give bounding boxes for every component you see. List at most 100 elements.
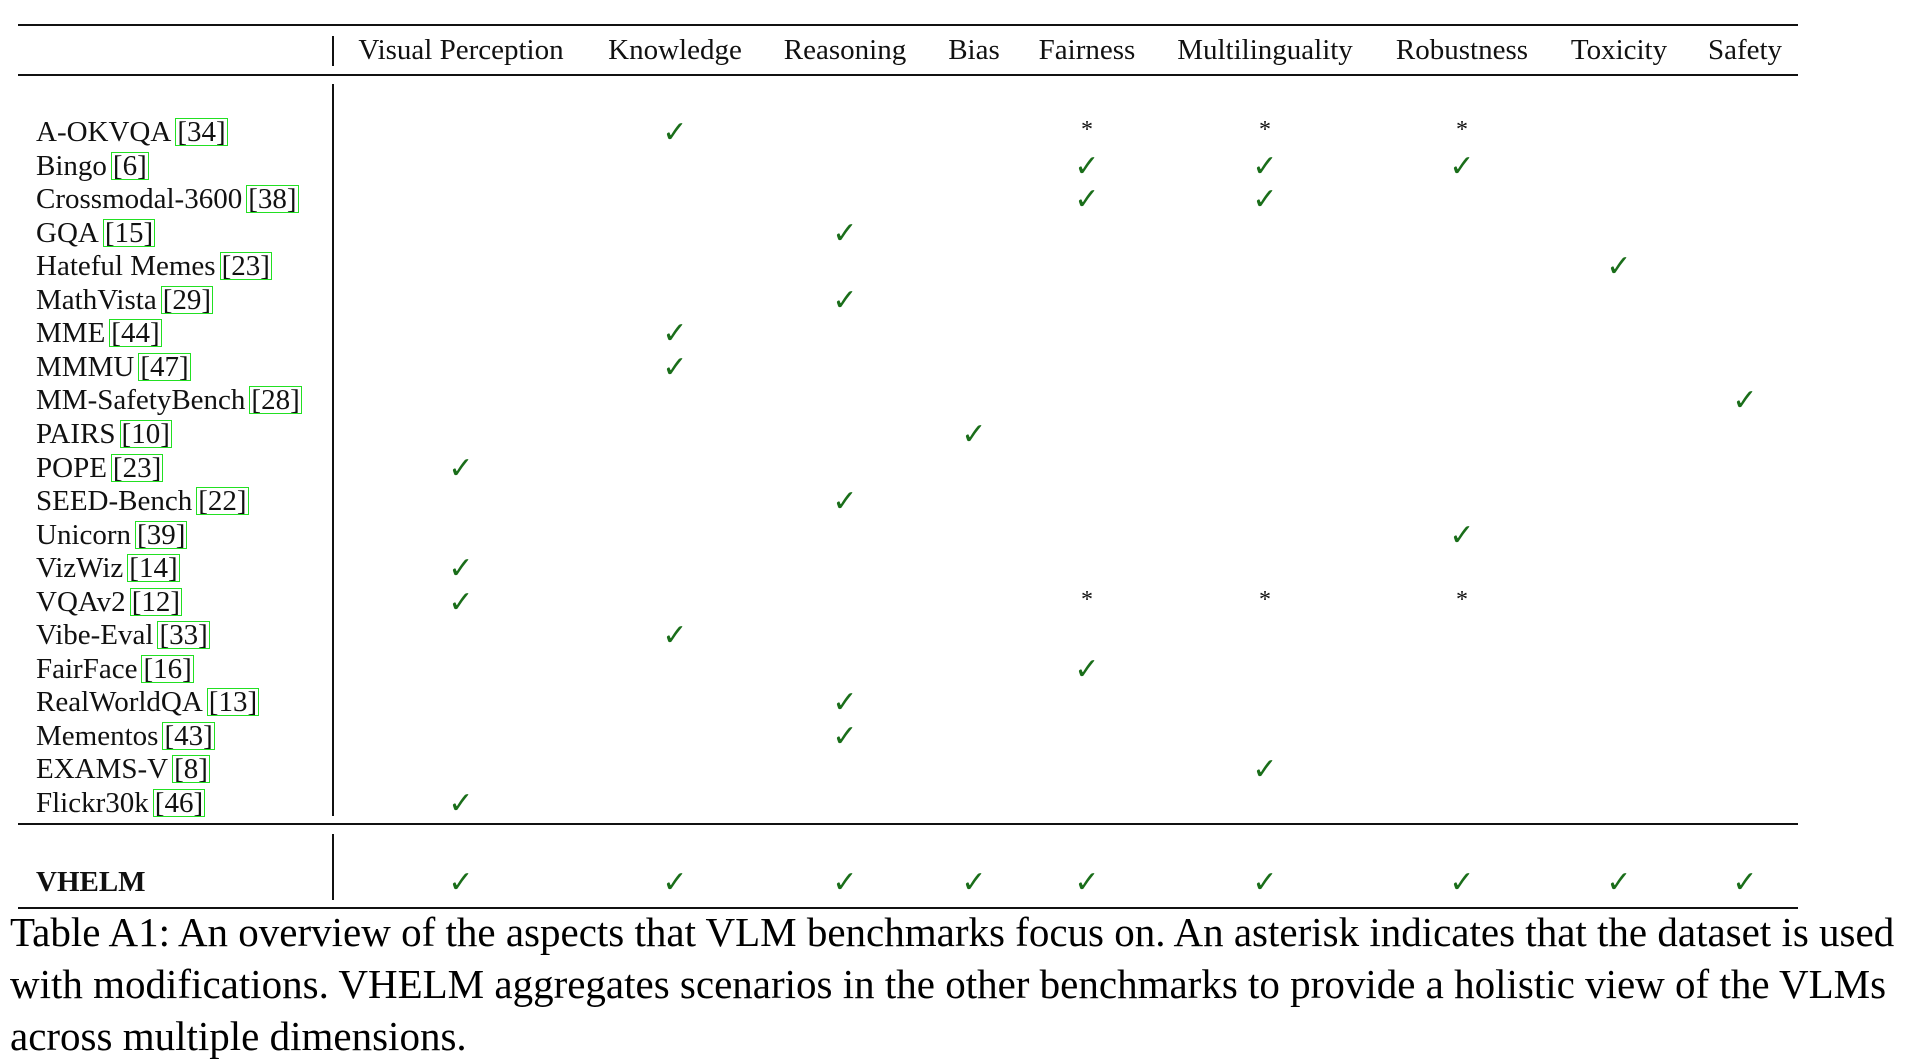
benchmark-name: RealWorldQA [13] [36, 686, 260, 719]
checkmark-icon: ✓ [832, 485, 858, 518]
citation-link[interactable]: [13] [206, 686, 260, 718]
benchmark-name: A-OKVQA [34] [36, 116, 228, 149]
benchmark-name: PAIRS [10] [36, 418, 172, 451]
benchmark-name: Unicorn [39] [36, 519, 188, 552]
benchmark-label: Vibe-Eval [36, 619, 154, 651]
column-separator-header [332, 36, 334, 66]
citation-link[interactable]: [39] [135, 519, 188, 551]
checkmark-icon: ✓ [448, 552, 474, 585]
checkmark-icon: ✓ [662, 116, 688, 149]
citation-link[interactable]: [8] [172, 753, 210, 785]
asterisk-icon: * [1259, 117, 1271, 143]
citation-link[interactable]: [29] [160, 284, 214, 316]
checkmark-icon: ✓ [662, 866, 688, 899]
table-summary-rule [18, 823, 1798, 825]
checkmark-icon: ✓ [1732, 384, 1758, 417]
table-row: Unicorn [39] ✓ [0, 519, 1925, 552]
table-row: MathVista [29] ✓ [0, 284, 1925, 317]
checkmark-icon: ✓ [1252, 753, 1278, 786]
benchmark-name: EXAMS-V [8] [36, 753, 210, 786]
citation-link[interactable]: [43] [162, 720, 215, 752]
checkmark-icon: ✓ [1252, 150, 1278, 183]
checkmark-icon: ✓ [1449, 519, 1475, 552]
checkmark-icon: ✓ [1252, 183, 1278, 216]
citation-link[interactable]: [33] [157, 619, 210, 651]
checkmark-icon: ✓ [1606, 866, 1632, 899]
table-row: Flickr30k [46] ✓ [0, 787, 1925, 820]
citation-link[interactable]: [22] [196, 485, 249, 517]
benchmark-label: VQAv2 [36, 586, 126, 618]
table-row: A-OKVQA [34] ✓ * * * [0, 116, 1925, 149]
citation-link[interactable]: [28] [249, 384, 302, 416]
citation-link[interactable]: [34] [175, 116, 228, 148]
benchmark-label: GQA [36, 217, 99, 249]
table-row: EXAMS-V [8] ✓ [0, 753, 1925, 786]
citation-link[interactable]: [15] [102, 217, 156, 249]
citation-link[interactable]: [38] [246, 183, 299, 215]
checkmark-icon: ✓ [1074, 183, 1100, 216]
table-row: POPE [23] ✓ [0, 452, 1925, 485]
citation-link[interactable]: [23] [219, 250, 272, 282]
table-top-rule [18, 24, 1798, 26]
benchmark-label: Flickr30k [36, 787, 149, 819]
table-row: VQAv2 [12] ✓ * * * [0, 586, 1925, 619]
benchmark-label: VizWiz [36, 552, 124, 584]
column-header-safety: Safety [1707, 34, 1783, 66]
table-row: Crossmodal-3600 [38] ✓ ✓ [0, 183, 1925, 216]
checkmark-icon: ✓ [961, 418, 987, 451]
asterisk-icon: * [1259, 587, 1271, 613]
citation-link[interactable]: [23] [110, 452, 164, 484]
table-row: VizWiz [14] ✓ [0, 552, 1925, 585]
benchmark-name: GQA [15] [36, 217, 156, 250]
column-header-toxicity: Toxicity [1570, 34, 1668, 66]
benchmark-name: VizWiz [14] [36, 552, 180, 585]
citation-link[interactable]: [16] [141, 653, 194, 685]
citation-link[interactable]: [14] [127, 552, 180, 584]
benchmark-name: FairFace [16] [36, 653, 194, 686]
citation-link[interactable]: [6] [110, 150, 149, 182]
asterisk-icon: * [1081, 117, 1093, 143]
checkmark-icon: ✓ [448, 787, 474, 820]
benchmark-label: Crossmodal-3600 [36, 183, 243, 215]
checkmark-icon: ✓ [832, 720, 858, 753]
table-row: RealWorldQA [13] ✓ [0, 686, 1925, 719]
table-row: PAIRS [10] ✓ [0, 418, 1925, 451]
benchmark-name: MM-SafetyBench [28] [36, 384, 302, 417]
benchmark-name: Flickr30k [46] [36, 787, 206, 820]
checkmark-icon: ✓ [448, 586, 474, 619]
column-separator-body [332, 84, 334, 816]
table-bottom-rule [18, 907, 1798, 909]
table-row: GQA [15] ✓ [0, 217, 1925, 250]
benchmark-name: MathVista [29] [36, 284, 214, 317]
citation-link[interactable]: [10] [119, 418, 172, 450]
table-caption: Table A1: An overview of the aspects tha… [10, 909, 1895, 1059]
summary-row: VHELM ✓ ✓ ✓ ✓ ✓ ✓ ✓ ✓ ✓ [0, 866, 1925, 899]
column-header-robustness: Robustness [1395, 34, 1529, 66]
checkmark-icon: ✓ [1252, 866, 1278, 899]
benchmark-name: POPE [23] [36, 452, 164, 485]
column-header-reasoning: Reasoning [783, 34, 907, 66]
column-header-knowledge: Knowledge [608, 34, 742, 66]
checkmark-icon: ✓ [448, 866, 474, 899]
asterisk-icon: * [1081, 587, 1093, 613]
benchmark-label: A-OKVQA [36, 116, 172, 148]
checkmark-icon: ✓ [1606, 250, 1632, 283]
benchmark-name: Crossmodal-3600 [38] [36, 183, 299, 216]
citation-link[interactable]: [44] [109, 317, 162, 349]
checkmark-icon: ✓ [1732, 866, 1758, 899]
benchmark-name: SEED-Bench [22] [36, 485, 249, 518]
checkmark-icon: ✓ [662, 351, 688, 384]
benchmark-label: Mementos [36, 720, 159, 752]
checkmark-icon: ✓ [662, 317, 688, 350]
table-header-rule [18, 74, 1798, 76]
benchmark-label: Bingo [36, 150, 107, 182]
benchmark-label: MM-SafetyBench [36, 384, 246, 416]
citation-link[interactable]: [46] [152, 787, 206, 819]
citation-link[interactable]: [12] [129, 586, 183, 618]
checkmark-icon: ✓ [1074, 866, 1100, 899]
asterisk-icon: * [1456, 587, 1468, 613]
benchmark-label: Hateful Memes [36, 250, 216, 282]
asterisk-icon: * [1456, 117, 1468, 143]
citation-link[interactable]: [47] [138, 351, 191, 383]
column-header-fairness: Fairness [1038, 34, 1136, 66]
